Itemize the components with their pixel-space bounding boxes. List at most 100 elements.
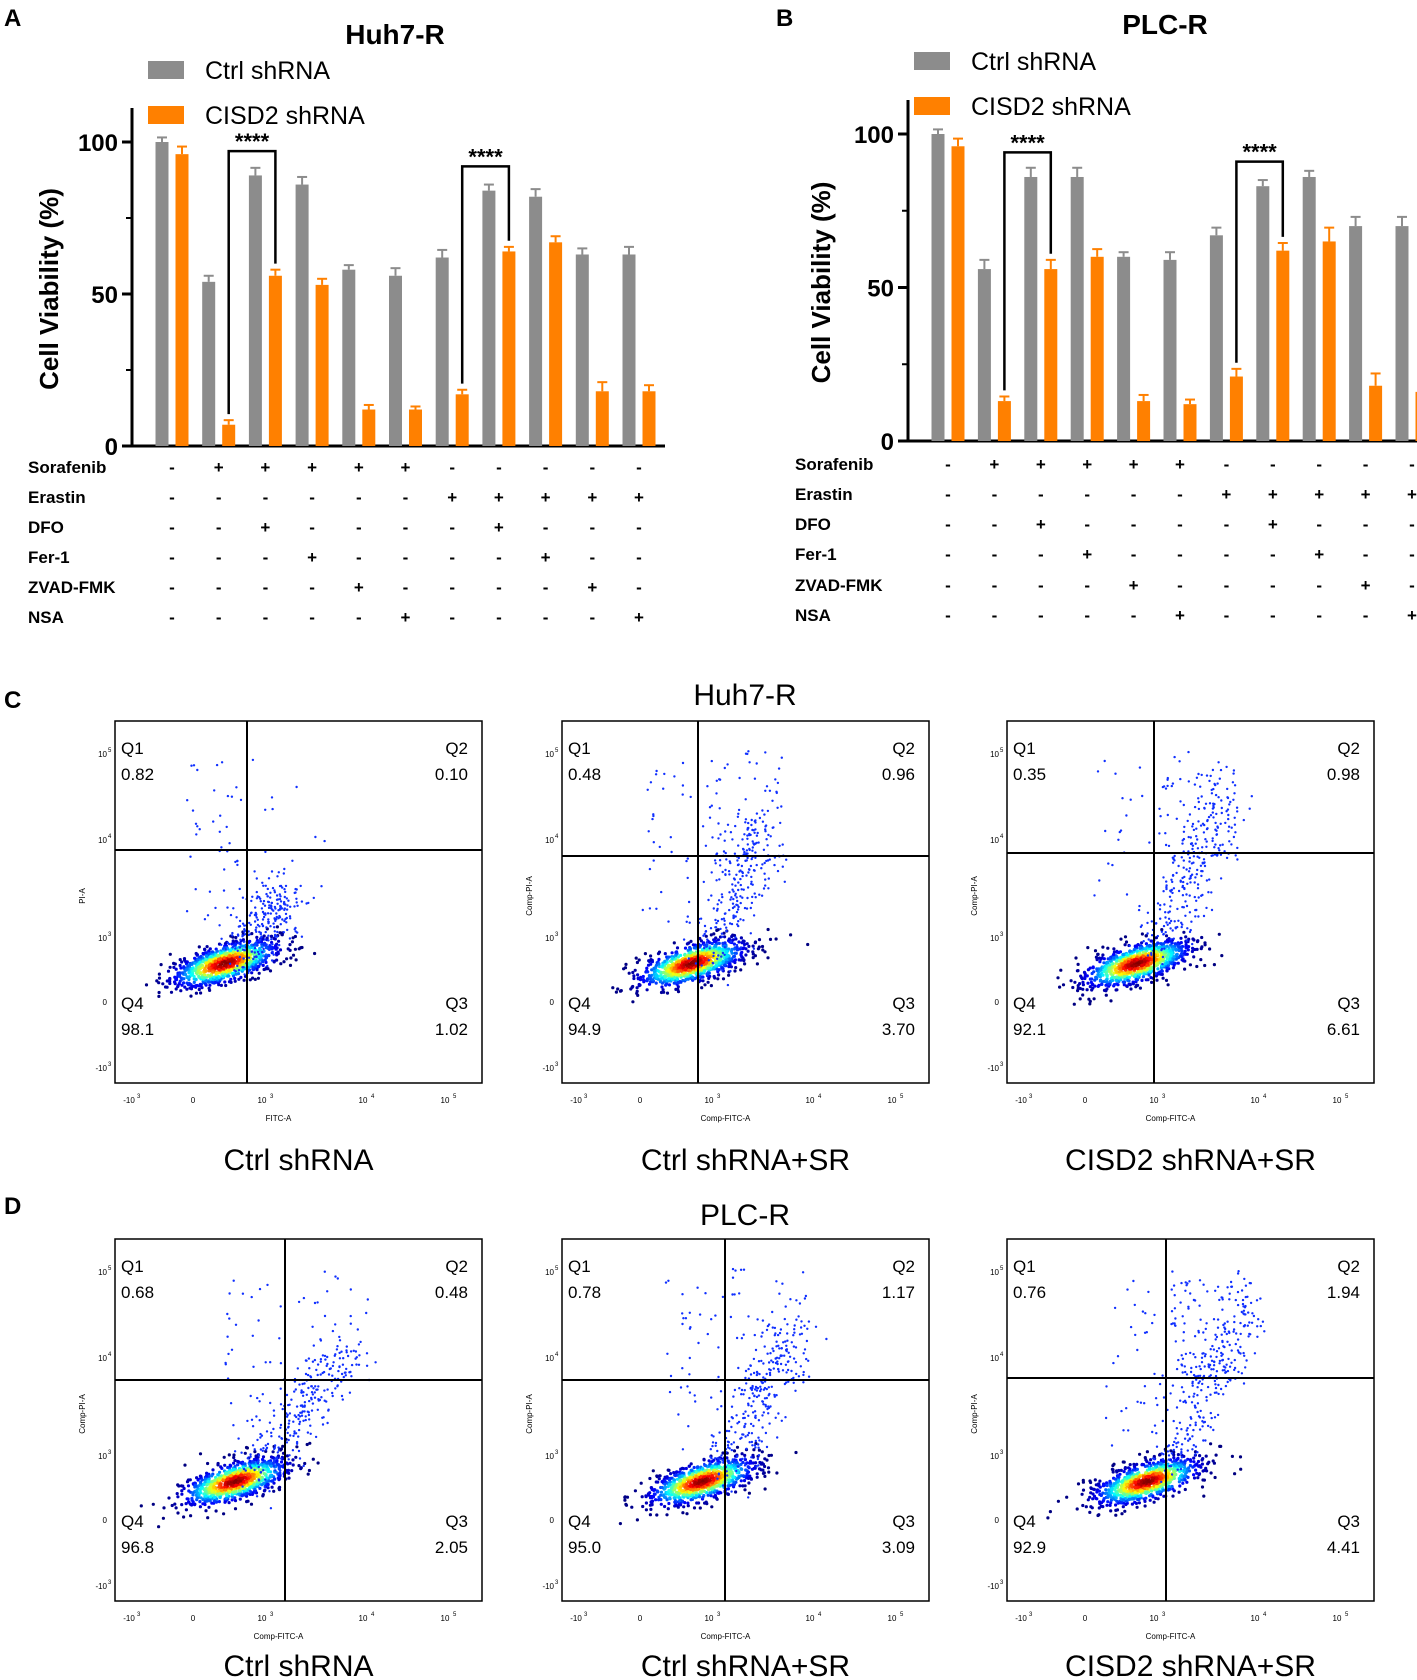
event-dot [179,989,183,993]
event-dot [187,1489,191,1493]
event-dot [1160,930,1164,933]
event-dot [203,1489,207,1493]
event-dot [155,979,159,983]
event-dot [1096,973,1100,977]
event-dot [230,959,234,963]
treatment-mark: - [1270,455,1276,474]
event-dot [1203,963,1207,968]
treatment-mark: - [403,488,409,507]
event-dot [256,923,260,927]
event-dot [277,1486,281,1490]
flow-x-label: Comp-FITC-A [1146,1114,1196,1123]
event-dot [755,834,759,837]
flow-y-label: PI-A [78,888,87,904]
event-dot [645,969,649,973]
event-dot [656,952,661,956]
event-dot [203,948,207,952]
event-dot [1166,784,1169,788]
event-dot [165,979,169,983]
event-dot [272,922,275,925]
event-dot [722,917,726,920]
event-dot [293,905,296,908]
event-dot [745,907,749,910]
x-tick-exp: 3 [270,1094,274,1100]
event-dot [712,954,715,958]
event-dot [716,977,720,981]
event-dot [710,894,713,897]
event-dot [1133,944,1137,948]
event-dot [675,946,680,950]
event-dot [295,1445,299,1449]
event-dot [251,976,255,980]
event-dot [1196,939,1200,943]
event-dot [222,1512,226,1516]
event-dot [1233,784,1237,787]
event-dot [1139,925,1143,929]
event-dot [229,1477,233,1481]
event-dot [242,957,245,960]
event-dot [191,966,195,970]
event-dot [637,958,641,962]
treatment-mark: - [403,548,409,567]
event-dot [1221,843,1224,846]
event-dot [728,962,732,966]
event-dot [255,940,258,943]
significance-label: **** [1010,130,1045,155]
quadrant-value-q1: 0.35 [1013,765,1046,784]
event-dot [1174,948,1178,952]
panel-letter-d: D [4,1193,21,1220]
event-dot [744,798,747,801]
event-dot [1169,938,1173,941]
event-dot [182,965,186,969]
event-dot [1141,794,1144,798]
treatment-mark: + [1221,485,1231,504]
event-dot [1141,975,1145,979]
event-dot [687,957,690,960]
event-dot [188,982,192,987]
event-dot [258,1486,262,1490]
event-dot [1182,837,1186,841]
event-dot [1175,817,1179,820]
event-dot [190,985,194,989]
event-dot [1169,927,1172,930]
event-dot [750,875,753,879]
event-dot [273,917,276,920]
event-dot [764,878,767,881]
event-dot [751,944,755,948]
treatment-mark: - [1224,545,1230,564]
treatment-mark: - [945,545,951,564]
event-dot [739,901,742,905]
event-dot [749,932,752,935]
event-dot [725,953,729,958]
event-dot [266,895,269,898]
event-dot [271,807,274,811]
event-dot [719,833,722,836]
event-dot [1158,908,1162,911]
event-dot [271,886,275,890]
treatment-mark: + [494,518,504,537]
event-dot [1229,800,1232,804]
event-dot [1101,973,1105,977]
event-dot [1171,856,1175,859]
event-dot [702,951,706,956]
treatment-mark: + [541,488,551,507]
event-dot [1115,988,1119,992]
event-dot [1103,759,1106,763]
event-dot [724,830,727,833]
event-dot [1219,822,1222,825]
event-dot [261,951,264,954]
event-dot [1193,895,1197,899]
event-dot [743,850,746,854]
event-dot [255,877,258,880]
quadrant-value-q1: 0.48 [568,765,601,784]
treatment-mark: + [989,455,999,474]
event-dot [1081,980,1085,984]
x-tick-label: 10 [441,1096,450,1105]
quadrant-name-q3: Q3 [892,994,915,1013]
event-dot [735,943,739,947]
event-dot [729,861,732,865]
event-dot [746,834,749,837]
event-dot [1116,983,1120,987]
